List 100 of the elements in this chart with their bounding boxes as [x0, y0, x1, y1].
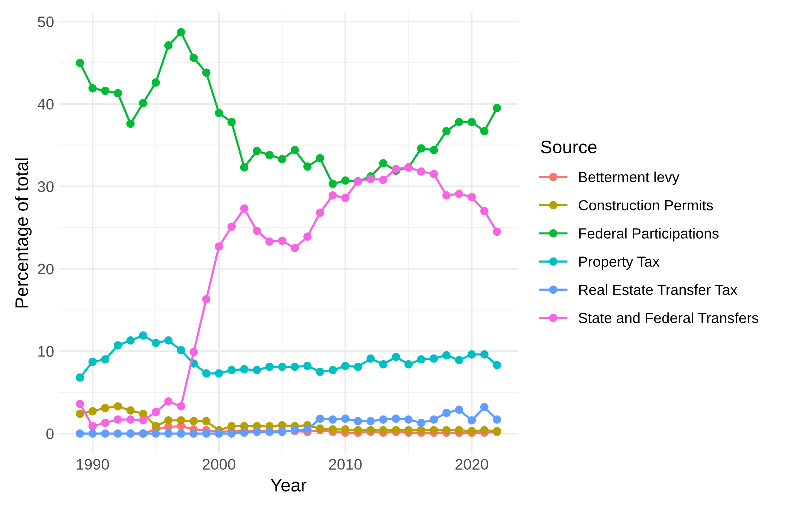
point [215, 109, 224, 118]
x-tick-label: 2020 [456, 459, 488, 470]
point [392, 353, 400, 362]
point [88, 358, 97, 366]
point [164, 336, 173, 345]
point [493, 228, 502, 236]
point [304, 162, 312, 171]
point [304, 362, 312, 370]
point [202, 369, 211, 378]
point [126, 336, 135, 345]
point [328, 192, 338, 200]
point [316, 208, 324, 218]
point [152, 78, 160, 87]
point [328, 180, 338, 188]
point [278, 362, 287, 372]
point [417, 418, 426, 428]
point [417, 426, 426, 435]
point [164, 430, 173, 438]
point [430, 354, 438, 363]
point [101, 430, 110, 438]
point [379, 426, 388, 435]
point [278, 421, 287, 430]
point [366, 354, 376, 363]
point [316, 154, 324, 163]
legend-title: Source [541, 140, 597, 154]
point [266, 151, 274, 160]
point [252, 147, 262, 156]
point [468, 416, 476, 425]
point [76, 58, 84, 68]
point [88, 422, 97, 431]
point [442, 192, 451, 200]
point [215, 242, 224, 251]
point [379, 176, 388, 184]
point [228, 118, 236, 127]
point [468, 350, 476, 359]
point [480, 403, 489, 412]
point [202, 430, 211, 438]
point [76, 430, 84, 438]
point [202, 295, 211, 304]
point [354, 426, 362, 435]
point [341, 414, 350, 424]
point [290, 244, 300, 253]
point [455, 426, 464, 435]
point [152, 338, 160, 348]
point [215, 369, 224, 378]
point [341, 426, 350, 434]
point [417, 355, 426, 364]
point [354, 362, 362, 372]
point [101, 355, 110, 364]
point [366, 417, 376, 426]
point [278, 236, 287, 246]
point [202, 68, 211, 78]
legend-label: Federal Participations [580, 228, 719, 242]
point [468, 193, 476, 202]
point [304, 232, 312, 242]
point [202, 417, 211, 426]
point [114, 430, 122, 438]
point [442, 351, 451, 360]
point [190, 417, 198, 426]
legend-label: Construction Permits [579, 200, 714, 211]
point [152, 422, 160, 431]
point [252, 366, 262, 375]
point [76, 374, 84, 382]
point [139, 99, 148, 108]
point [76, 410, 84, 418]
point [480, 426, 489, 435]
point [430, 426, 438, 435]
point [177, 430, 186, 438]
point [442, 127, 451, 136]
point [404, 360, 413, 369]
point [278, 155, 287, 164]
point [493, 361, 502, 370]
legend-label: State and Federal Transfers [578, 312, 759, 324]
point [126, 416, 135, 424]
legend-label: Property Tax [580, 256, 660, 270]
point [430, 416, 438, 424]
point [114, 341, 122, 350]
point [190, 348, 198, 356]
point [114, 416, 122, 424]
point [379, 360, 388, 369]
y-tick-label: 30 [38, 181, 54, 192]
point [442, 426, 451, 435]
x-axis-title: Year [270, 479, 307, 492]
point [228, 366, 236, 375]
point [114, 89, 122, 98]
point [379, 159, 388, 168]
point [101, 86, 110, 96]
point [290, 362, 300, 372]
point [139, 410, 148, 418]
point [304, 426, 312, 434]
y-axis-title: Percentage of total [15, 158, 32, 308]
point [354, 417, 362, 426]
point [88, 84, 97, 93]
point [101, 418, 110, 428]
point [480, 127, 489, 136]
y-tick-label: 0 [46, 428, 54, 440]
point [493, 416, 502, 424]
point [430, 170, 438, 178]
point [404, 426, 413, 435]
point [177, 402, 186, 411]
